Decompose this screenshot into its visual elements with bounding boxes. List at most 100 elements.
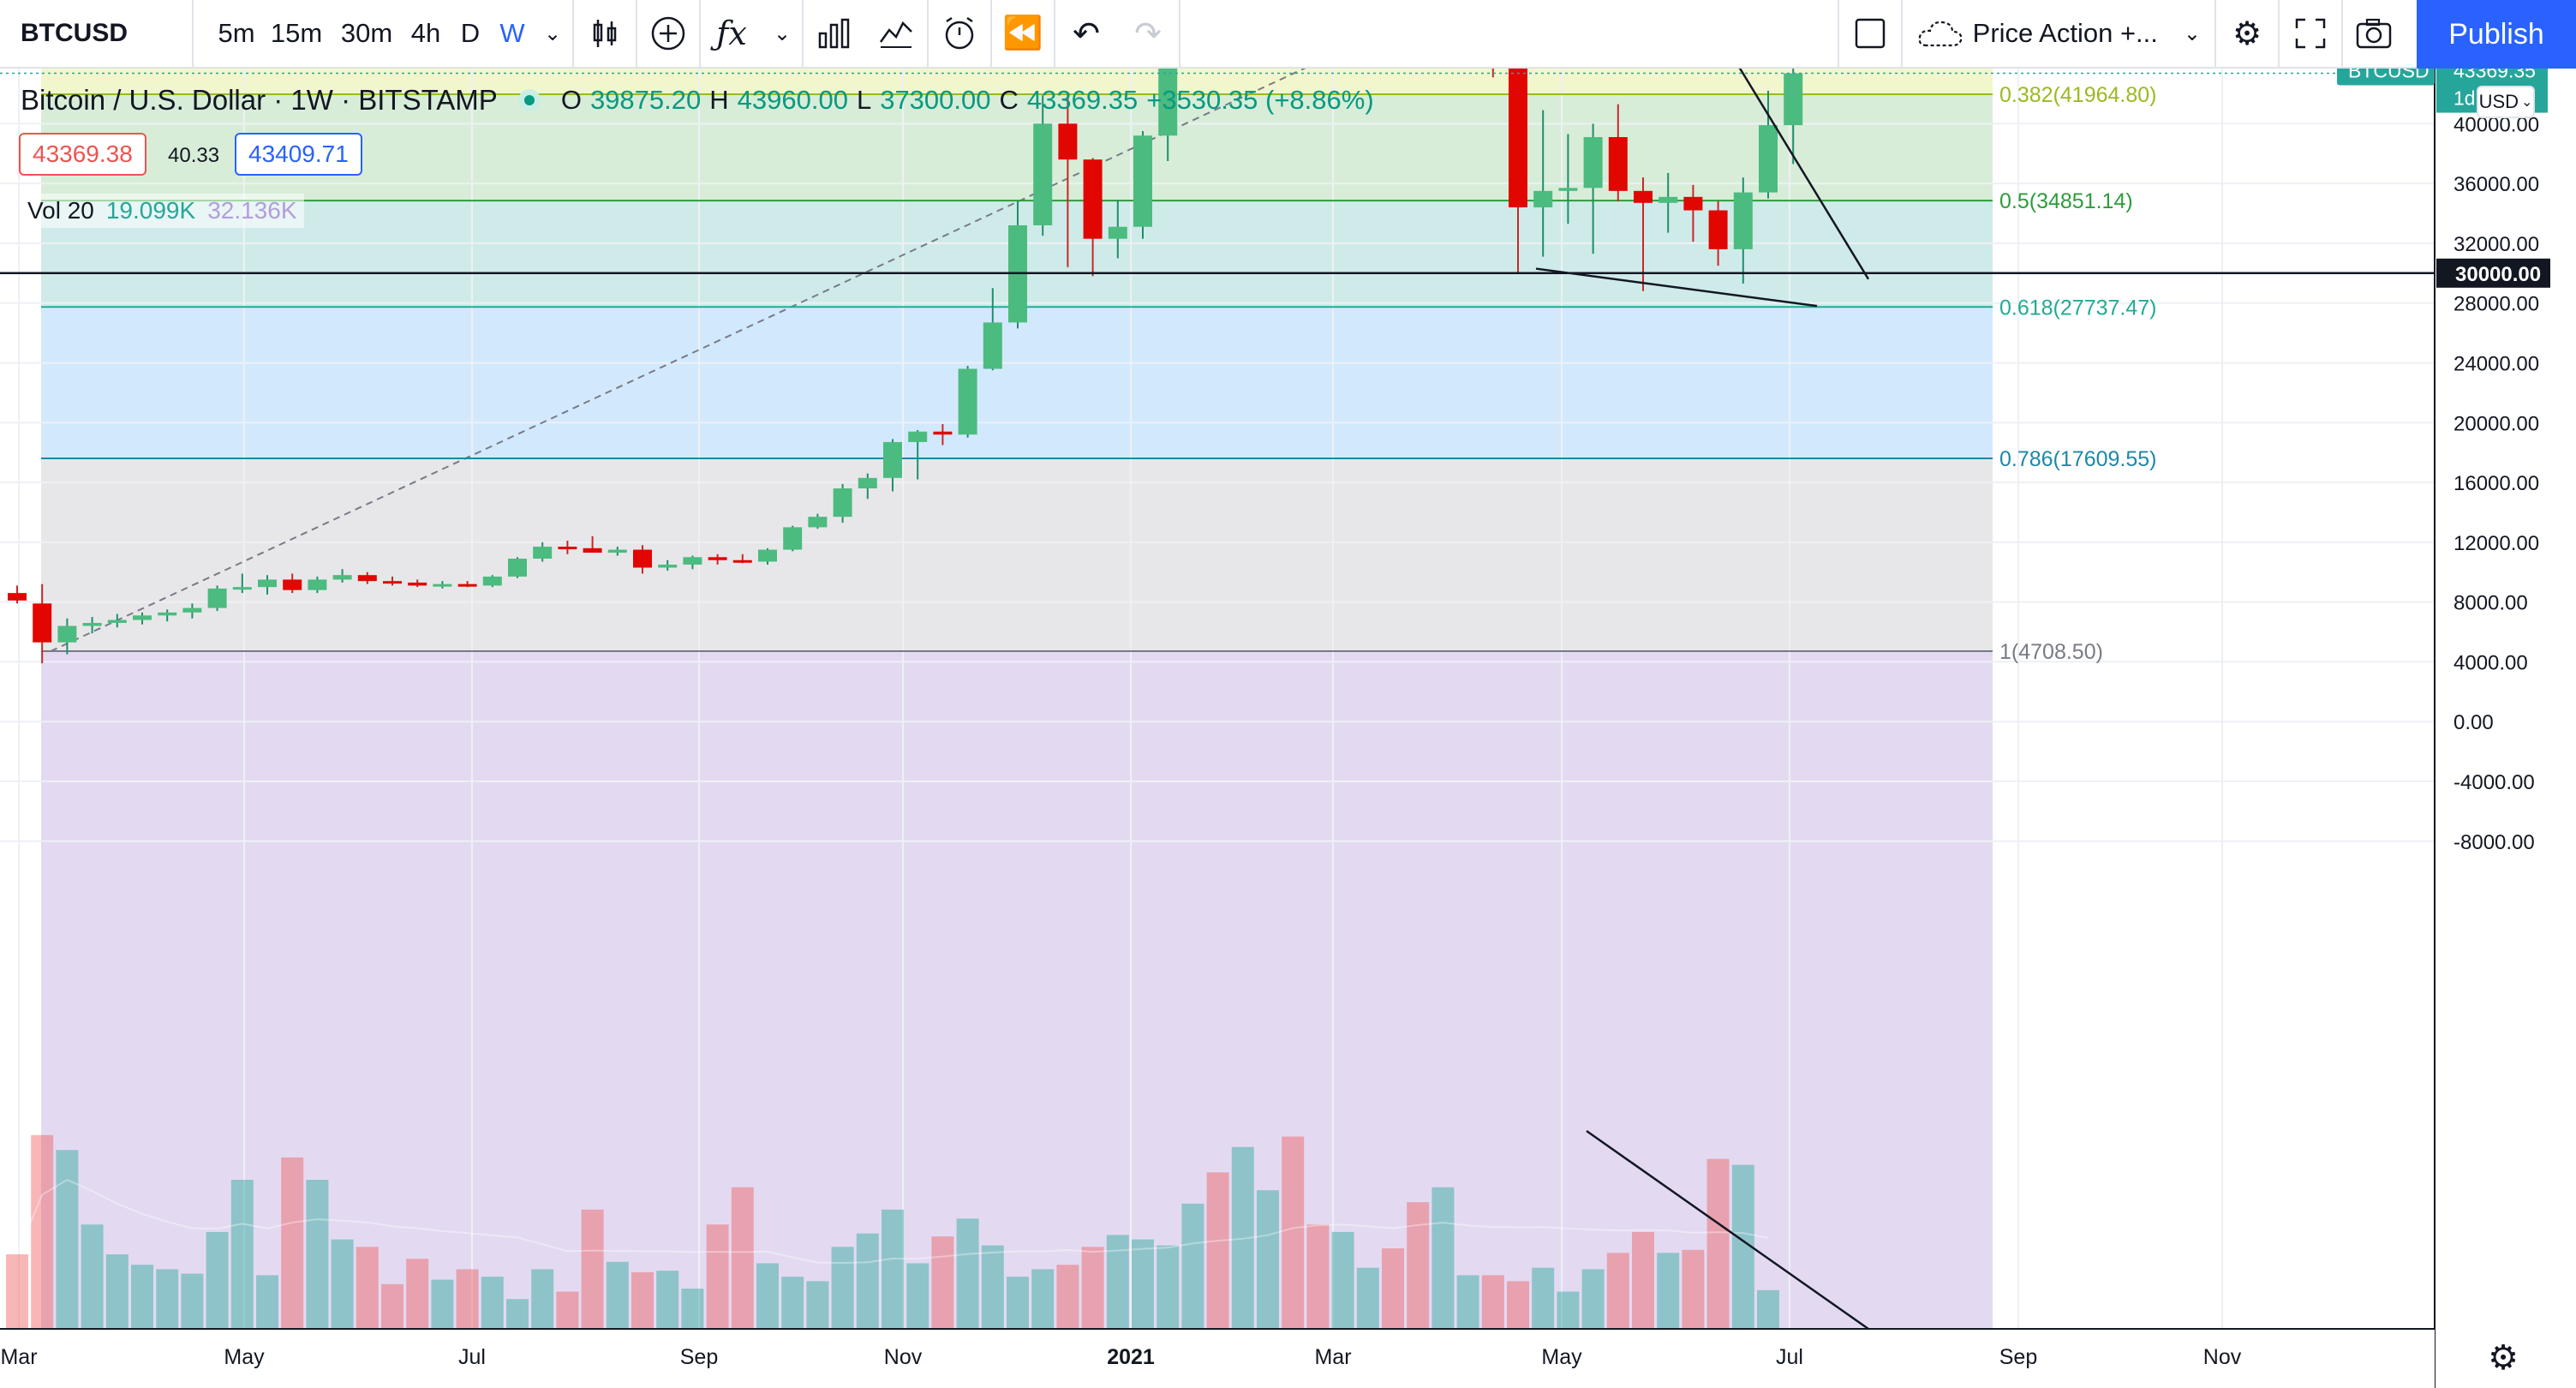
camera-snapshot-icon[interactable] [2343, 0, 2405, 68]
volume-bar [1632, 1231, 1654, 1329]
candle-body [1058, 123, 1078, 160]
volume-legend[interactable]: Vol 20 19.099K 32.136K [21, 194, 304, 228]
candle-body [1509, 69, 1527, 208]
divider [802, 0, 804, 68]
volume-ma-line [16, 1178, 1769, 1265]
volume-bar [1382, 1248, 1404, 1329]
ohlc-open-key: O [560, 85, 582, 115]
candle-body [332, 575, 352, 580]
fib-label-0.5: 0.5(34851.14) [1999, 189, 2133, 213]
sell-price-button[interactable]: 43369.38 [19, 133, 146, 176]
price-tick-label: 24000.00 [2453, 352, 2539, 375]
time-tick-label: Sep [680, 1345, 718, 1369]
volume-bar [1706, 1158, 1730, 1329]
support-trendline[interactable] [1535, 267, 1818, 308]
horizontal-line-price-label: 30000.00 [2455, 263, 2541, 286]
candle-body [833, 488, 852, 518]
volume-bar [1257, 1190, 1279, 1329]
divider [572, 0, 574, 68]
indicators-fx-icon[interactable]: ƒx [716, 15, 747, 52]
axis-layer: 72000.0068000.0064000.0060000.0056000.00… [0, 69, 2576, 1388]
candle-body [883, 441, 902, 478]
interval-15m[interactable]: 15m [270, 18, 323, 48]
alert-clock-icon[interactable] [929, 0, 990, 68]
volume-bar [306, 1180, 329, 1329]
candle-body [383, 581, 402, 584]
volume-bar [56, 1150, 79, 1329]
candle-body [308, 579, 327, 590]
volume-bar [6, 1254, 28, 1329]
compare-plus-icon[interactable] [637, 0, 699, 68]
divider [699, 0, 701, 68]
volume-bar [1606, 1253, 1629, 1329]
volume-bar [1282, 1136, 1305, 1329]
price-tick-label: 4000.00 [2453, 651, 2528, 674]
volume-bar [506, 1299, 529, 1329]
chart-settings-gear-icon[interactable]: ⚙ [2488, 1339, 2519, 1377]
interval-w[interactable]: W [499, 18, 525, 48]
layout-square-icon[interactable] [1839, 0, 1901, 68]
candle-body [1784, 73, 1803, 126]
layout-name-dropdown[interactable]: Price Action +... ⌄ [1903, 0, 2214, 68]
top-toolbar: BTCUSD 5m 15m 30m 4h D W ⌄ ƒx ⌄ ⏪ ↶ ↷ [0, 0, 2576, 69]
bar-replay-icon[interactable]: ⏪ [1002, 15, 1043, 51]
volume-bar [481, 1277, 504, 1329]
candle-body [808, 517, 828, 528]
candle-body [8, 593, 27, 601]
fullscreen-icon[interactable] [2280, 0, 2341, 68]
chart-area[interactable]: 0(64993.78)0.236(50766.45)0.382(41964.80… [0, 69, 2576, 1388]
interval-5m[interactable]: 5m [218, 18, 255, 48]
fib-zone-4 [41, 307, 1993, 458]
divider [1900, 0, 1903, 68]
financials-bars-icon[interactable] [804, 0, 865, 68]
candle-body [82, 623, 102, 626]
buy-price-button[interactable]: 43409.71 [235, 133, 362, 176]
settings-gear-icon[interactable]: ⚙ [2232, 15, 2262, 52]
volume-bar [1456, 1275, 1479, 1329]
candle-body [283, 579, 302, 590]
indicators-chevron-icon[interactable]: ⌄ [773, 21, 792, 45]
candle-body [408, 582, 427, 586]
descending-trendline[interactable] [1511, 69, 1870, 280]
candle-body [33, 603, 52, 643]
publish-button[interactable]: Publish [2417, 0, 2576, 69]
price-tick-label: -8000.00 [2453, 831, 2535, 854]
candle-body [1083, 159, 1103, 239]
volume-bar [681, 1289, 704, 1329]
redo-icon[interactable]: ↷ [1134, 15, 1162, 52]
volume-bar [1007, 1277, 1029, 1329]
ideas-chart-icon[interactable] [865, 0, 927, 68]
interval-4h[interactable]: 4h [410, 18, 441, 48]
volume-bar [556, 1291, 579, 1329]
interval-dropdown-chevron-icon[interactable]: ⌄ [543, 21, 562, 45]
volume-bar [331, 1239, 354, 1329]
candle-body [182, 607, 202, 613]
candle-body [933, 431, 953, 435]
volume-bar [1132, 1239, 1154, 1329]
last-price-symbol-badge [2337, 69, 2435, 86]
volume-bar [1757, 1289, 1779, 1329]
interval-d[interactable]: D [460, 18, 481, 48]
volume-bar [1657, 1253, 1680, 1329]
candle-body [783, 527, 803, 550]
volume-bar [1306, 1224, 1330, 1329]
volume-bar [581, 1209, 604, 1329]
volume-bar [230, 1180, 254, 1329]
undo-icon[interactable]: ↶ [1073, 15, 1100, 52]
price-tick-label: 8000.00 [2453, 592, 2528, 615]
volume-trendline[interactable] [1586, 1129, 1869, 1331]
volume-bar [906, 1263, 929, 1329]
candle-body [1759, 125, 1778, 193]
drawings-layer[interactable] [0, 69, 2435, 1331]
candle-body [607, 549, 627, 553]
time-axis-background [0, 1329, 2435, 1388]
currency-selector[interactable]: USD ⌄ [2477, 86, 2535, 118]
interval-30m[interactable]: 30m [340, 18, 393, 48]
symbol-title[interactable]: Bitcoin / U.S. Dollar · 1W · BITSTAMP [21, 84, 498, 116]
symbol-search[interactable]: BTCUSD [21, 19, 128, 47]
candle-body [357, 575, 377, 582]
candlestick-type-icon[interactable] [574, 0, 636, 68]
volume-bar [1581, 1269, 1605, 1329]
candle-body [758, 549, 777, 562]
